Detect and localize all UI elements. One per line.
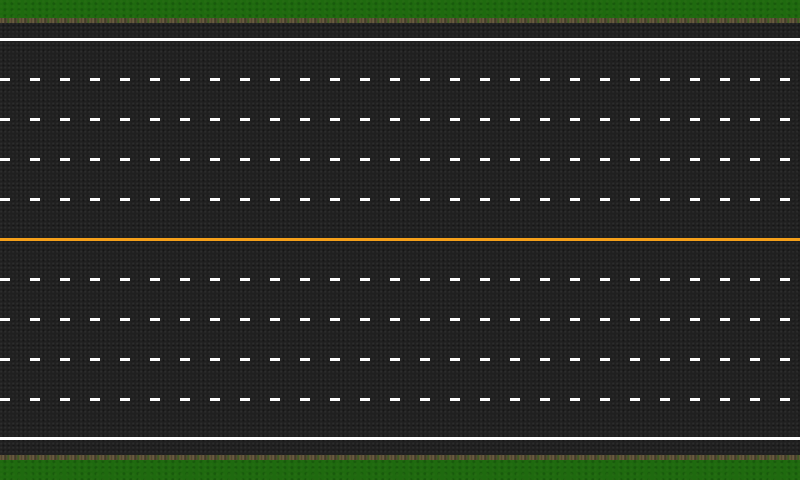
road-edge-line-top: [0, 38, 800, 41]
lane-divider-7: [0, 358, 800, 361]
lane-divider-4: [0, 198, 800, 201]
grass-border-top: [0, 18, 800, 23]
grass-bottom: [0, 458, 800, 480]
lane-divider-6: [0, 318, 800, 321]
road-edge-line-bottom: [0, 437, 800, 440]
lane-divider-1: [0, 78, 800, 81]
lane-divider-5: [0, 278, 800, 281]
lane-divider-3: [0, 158, 800, 161]
lane-divider-2: [0, 118, 800, 121]
grass-top: [0, 0, 800, 20]
center-line: [0, 238, 800, 241]
grass-border-bottom: [0, 455, 800, 460]
lane-divider-8: [0, 398, 800, 401]
